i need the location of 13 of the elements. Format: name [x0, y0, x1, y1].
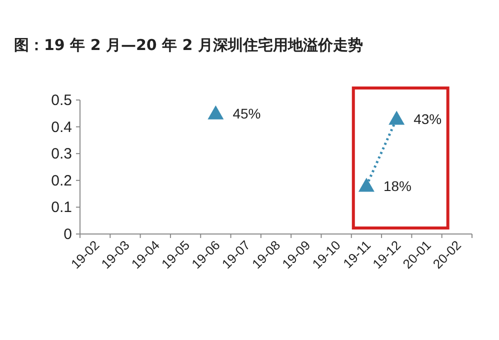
y-tick-label: 0.2: [51, 172, 72, 190]
data-label: 43%: [414, 110, 442, 127]
y-tick-label: 0.3: [51, 146, 72, 163]
point: [358, 178, 374, 192]
y-tick-label: 0.1: [51, 199, 72, 216]
point: [388, 110, 405, 125]
y-tick-label: 0.4: [51, 118, 72, 136]
y-tick-label: 0: [64, 226, 72, 243]
point: [208, 105, 224, 120]
data-label: 45%: [232, 105, 261, 122]
y-tick-label: 0.5: [51, 92, 72, 109]
chart-title: 图：19 年 2 月—20 年 2 月深圳住宅用地溢价走势: [14, 36, 363, 54]
data-label: 18%: [383, 178, 412, 194]
